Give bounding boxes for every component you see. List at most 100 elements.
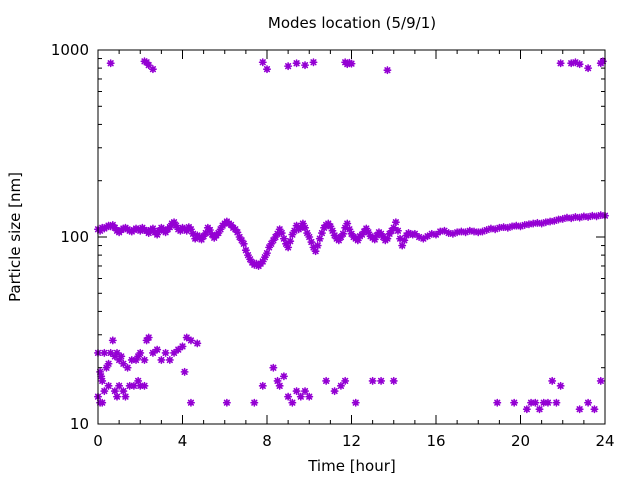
data-point [267,239,276,248]
data-point [199,232,208,241]
data-point [584,212,593,221]
data-point [465,226,474,235]
data-point [567,214,576,223]
data-point [436,227,445,236]
data-point [113,348,122,357]
data-point [258,257,267,266]
data-point [273,376,282,385]
data-point [98,376,107,385]
data-point [474,228,483,237]
data-point [263,65,271,74]
data-point [271,233,280,241]
data-point [383,234,392,243]
data-point [279,234,288,243]
data-point [326,222,335,231]
data-point [197,235,206,244]
data-point [108,336,117,345]
data-point [216,225,225,234]
data-point [298,219,307,228]
data-point [432,230,440,239]
data-point [362,224,371,233]
data-point [123,363,132,372]
data-point [301,61,310,70]
data-point [550,216,559,225]
data-point [336,233,345,241]
data-point [364,228,373,237]
data-point [400,236,409,245]
data-point [493,398,502,407]
data-point [339,229,348,238]
data-point [482,226,491,235]
data-point [343,219,352,228]
data-point [522,405,531,414]
data-point [106,59,115,68]
data-point [96,367,105,376]
data-point [284,62,293,71]
data-point [341,223,350,232]
data-point [470,227,479,236]
data-point [153,345,162,354]
data-point [584,64,593,73]
data-point [543,398,552,407]
data-point [296,392,305,401]
data-point [552,398,561,407]
data-point [288,230,297,239]
data-point [491,225,500,234]
data-point [322,376,331,385]
data-point [288,398,297,407]
data-points [94,57,609,414]
data-point [495,223,504,232]
data-point [265,243,274,252]
data-point [292,59,301,68]
plot-frame [97,49,606,425]
data-point [269,236,278,245]
x-tick-label: 12 [342,432,361,450]
x-tick-label: 24 [595,432,614,450]
data-point [170,348,179,357]
data-point [330,387,339,396]
data-point [205,226,214,235]
data-point [301,223,310,232]
data-point [182,333,191,342]
data-point [250,398,259,407]
data-point [379,233,388,241]
y-axis-ticks: 10 100 1000 [51,41,605,433]
data-point [148,348,157,357]
data-point [305,392,314,401]
data-point [347,229,356,238]
data-point [383,66,392,75]
x-tick-label: 0 [93,432,103,450]
data-point [529,219,538,228]
data-point [531,398,540,407]
data-point [110,352,119,361]
data-point [284,243,293,252]
data-point [309,58,318,67]
x-tick-label: 20 [511,432,530,450]
data-point [303,229,312,238]
data-point [117,352,126,361]
data-point [558,214,567,223]
data-point [140,57,149,66]
data-point [222,398,231,407]
data-point [548,376,557,385]
y-tick-label: 10 [70,415,89,433]
data-point [556,381,565,390]
data-point [182,226,191,235]
data-point [305,233,314,241]
data-point [136,348,145,357]
data-point [273,229,282,238]
data-point [127,355,136,364]
data-point [598,57,607,66]
data-point [170,218,179,227]
x-tick-label: 4 [178,432,188,450]
data-point [174,345,183,354]
data-point [301,387,310,396]
data-point [427,229,436,238]
data-point [398,241,407,250]
data-point [243,251,252,260]
data-point [98,398,107,407]
data-point [241,246,250,255]
data-point [292,221,301,230]
data-point [377,229,386,238]
